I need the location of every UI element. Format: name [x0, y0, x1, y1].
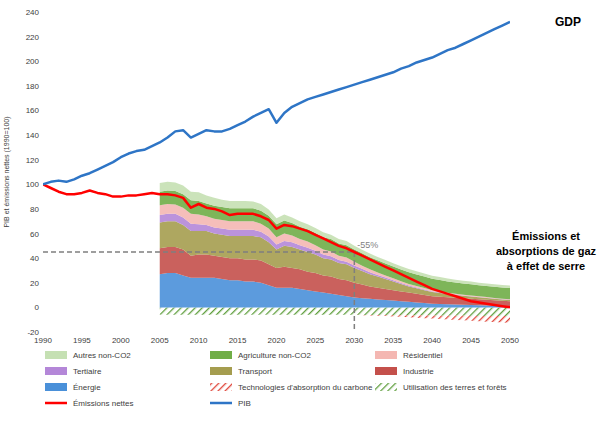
y-tick-label: 220: [26, 33, 40, 42]
x-tick-label: 2030: [345, 336, 363, 345]
legend-label: Tertiaire: [73, 367, 102, 376]
x-tick-label: 2025: [307, 336, 325, 345]
legend-swatch: [45, 402, 67, 405]
y-tick-label: 20: [30, 279, 39, 288]
axes: 1990199520002005201020152020202520302035…: [3, 8, 519, 345]
x-tick-label: 2005: [151, 336, 169, 345]
x-tick-label: 2010: [190, 336, 208, 345]
y-tick-label: 140: [26, 131, 40, 140]
legend-swatch: [210, 367, 232, 375]
legend-label: Émissions nettes: [73, 399, 133, 408]
x-tick-label: 2050: [501, 336, 519, 345]
y-tick-label: 120: [26, 156, 40, 165]
legend-label: PIB: [238, 399, 251, 408]
y-tick-label: 240: [26, 8, 40, 17]
line: [43, 22, 510, 184]
legend-label: Résidentiel: [403, 351, 443, 360]
x-tick-label: 1995: [73, 336, 91, 345]
y-tick-label: 60: [30, 230, 39, 239]
x-tick-label: 1990: [34, 336, 52, 345]
legend-swatch: [375, 351, 397, 359]
series-label: GDP: [555, 15, 581, 29]
x-tick-label: 2035: [384, 336, 402, 345]
plot-area: [43, 22, 510, 332]
legend-swatch: [375, 383, 397, 391]
legend-label: Énergie: [73, 383, 101, 392]
legend-swatch: [210, 402, 232, 405]
label-line: à effet de serre: [507, 260, 585, 272]
legend: Autres non-CO2 Agriculture non-CO2 Résiden…: [45, 351, 507, 408]
y-tick-label: -20: [27, 328, 39, 337]
line: [43, 184, 510, 307]
legend-label: Transport: [238, 367, 273, 376]
legend-label: Industrie: [403, 367, 434, 376]
legend-swatch: [45, 351, 67, 359]
annotation: -55%: [357, 240, 378, 250]
x-tick-label: 2020: [268, 336, 286, 345]
y-tick-label: 180: [26, 82, 40, 91]
legend-label: Agriculture non-CO2: [238, 351, 311, 360]
y-tick-label: 0: [35, 303, 40, 312]
legend-label: Autres non-CO2: [73, 351, 131, 360]
guide-line: [43, 251, 354, 253]
legend-swatch: [210, 383, 232, 391]
area: [160, 182, 510, 288]
legend-label: Utilisation des terres et forêts: [403, 383, 507, 392]
label-line: absorptions de gaz: [496, 245, 597, 257]
legend-swatch: [45, 367, 67, 375]
area: [160, 307, 510, 316]
legend-label: Technologies d'absorption du carbone: [238, 383, 373, 392]
y-axis-label: PIB et émissions nettes (1990=100): [3, 116, 11, 227]
x-tick-label: 2040: [423, 336, 441, 345]
y-tick-label: 40: [30, 254, 39, 263]
guide-line: [354, 252, 356, 332]
chart: -55% GDP Émissions et absorptions de gaz à e…: [0, 0, 600, 422]
label-line: Émissions et: [512, 230, 580, 242]
legend-swatch: [210, 351, 232, 359]
legend-swatch: [45, 383, 67, 391]
annotations: -55% GDP Émissions et absorptions de gaz à e…: [357, 15, 596, 272]
legend-swatch: [375, 367, 397, 375]
y-tick-label: 80: [30, 205, 39, 214]
area: [160, 315, 510, 323]
series-label: Émissions et absorptions de gaz à effet de…: [496, 230, 597, 272]
x-tick-label: 2000: [112, 336, 130, 345]
x-tick-label: 2015: [229, 336, 247, 345]
y-tick-label: 160: [26, 106, 40, 115]
y-tick-label: 100: [26, 180, 40, 189]
y-tick-label: 200: [26, 57, 40, 66]
x-tick-label: 2045: [462, 336, 480, 345]
